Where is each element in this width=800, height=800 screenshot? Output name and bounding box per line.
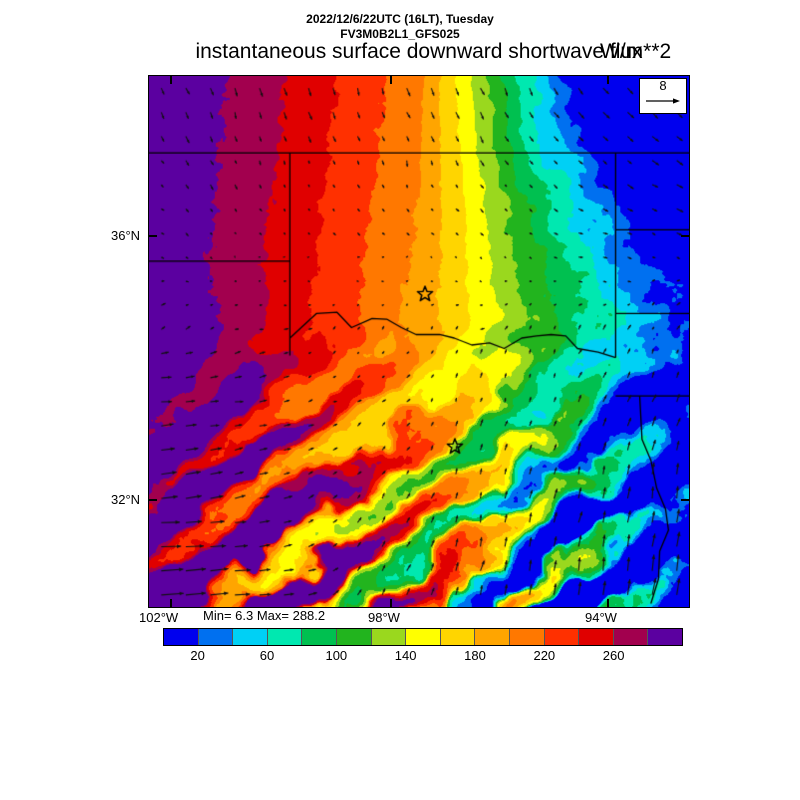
colorbar-swatch-9 — [475, 629, 510, 645]
lon-tick-label-98w: 98°W — [368, 610, 400, 625]
colorbar-tick-20: 20 — [190, 648, 205, 663]
title-model: FV3M0B2L1_GFS025 — [340, 27, 460, 41]
map-plot-area: 8 — [148, 75, 690, 608]
lon-tick-label-102w: 102°W — [139, 610, 179, 625]
lat-tick-label-32n: 32°N — [111, 492, 141, 507]
lon-tick-top--98 — [390, 75, 392, 84]
colorbar-swatch-3 — [267, 629, 303, 645]
colorbar-swatch-13 — [613, 629, 649, 645]
lon-tick-label-94w: 94°W — [585, 610, 617, 625]
lat-tick-right-36 — [681, 235, 690, 237]
page-title: instantaneous surface downward shortwave… — [195, 40, 643, 63]
wind-vector-arrow-icon — [646, 98, 680, 104]
lat-tick-32 — [148, 499, 157, 501]
colorbar-swatch-7 — [406, 629, 441, 645]
colorbar-swatch-11 — [544, 629, 580, 645]
title-timestamp: 2022/12/6/22UTC (16LT), Tuesday — [306, 12, 494, 26]
colorbar-swatch-6 — [371, 629, 407, 645]
lon-tick-top--94 — [607, 75, 609, 84]
lon-tick--98 — [390, 599, 392, 608]
shortwave-flux-field — [149, 76, 689, 607]
colorbar-tick-140: 140 — [394, 648, 417, 663]
wind-vector-legend: 8 — [639, 78, 687, 114]
lat-tick-36 — [148, 235, 157, 237]
colorbar-tick-labels: 20 60 100 140 180 220 260 — [163, 648, 683, 666]
colorbar-swatch-12 — [579, 629, 614, 645]
colorbar-swatch-10 — [509, 629, 545, 645]
colorbar — [163, 628, 683, 646]
colorbar-swatch-4 — [302, 629, 337, 645]
colorbar-swatch-2 — [233, 629, 268, 645]
colorbar-swatch-8 — [440, 629, 476, 645]
colorbar-swatch-14 — [648, 629, 682, 645]
minmax-stats: Min= 6.3 Max= 288.2 — [203, 608, 326, 623]
lat-tick-right-32 — [681, 499, 690, 501]
colorbar-tick-260: 260 — [602, 648, 625, 663]
lat-tick-label-36n: 36°N — [111, 228, 141, 243]
wind-vector-legend-value: 8 — [659, 78, 667, 93]
colorbar-swatch-5 — [336, 629, 372, 645]
colorbar-tick-180: 180 — [464, 648, 486, 663]
colorbar-swatch-1 — [198, 629, 234, 645]
lon-tick--94 — [607, 599, 609, 608]
lon-tick-top--102 — [170, 75, 172, 84]
lon-tick--102 — [170, 599, 172, 608]
colorbar-tick-220: 220 — [533, 648, 556, 663]
colorbar-tick-60: 60 — [259, 648, 275, 663]
colorbar-swatch-0 — [164, 629, 199, 645]
title-units: W/m**2 — [600, 40, 672, 63]
colorbar-tick-100: 100 — [325, 648, 348, 663]
